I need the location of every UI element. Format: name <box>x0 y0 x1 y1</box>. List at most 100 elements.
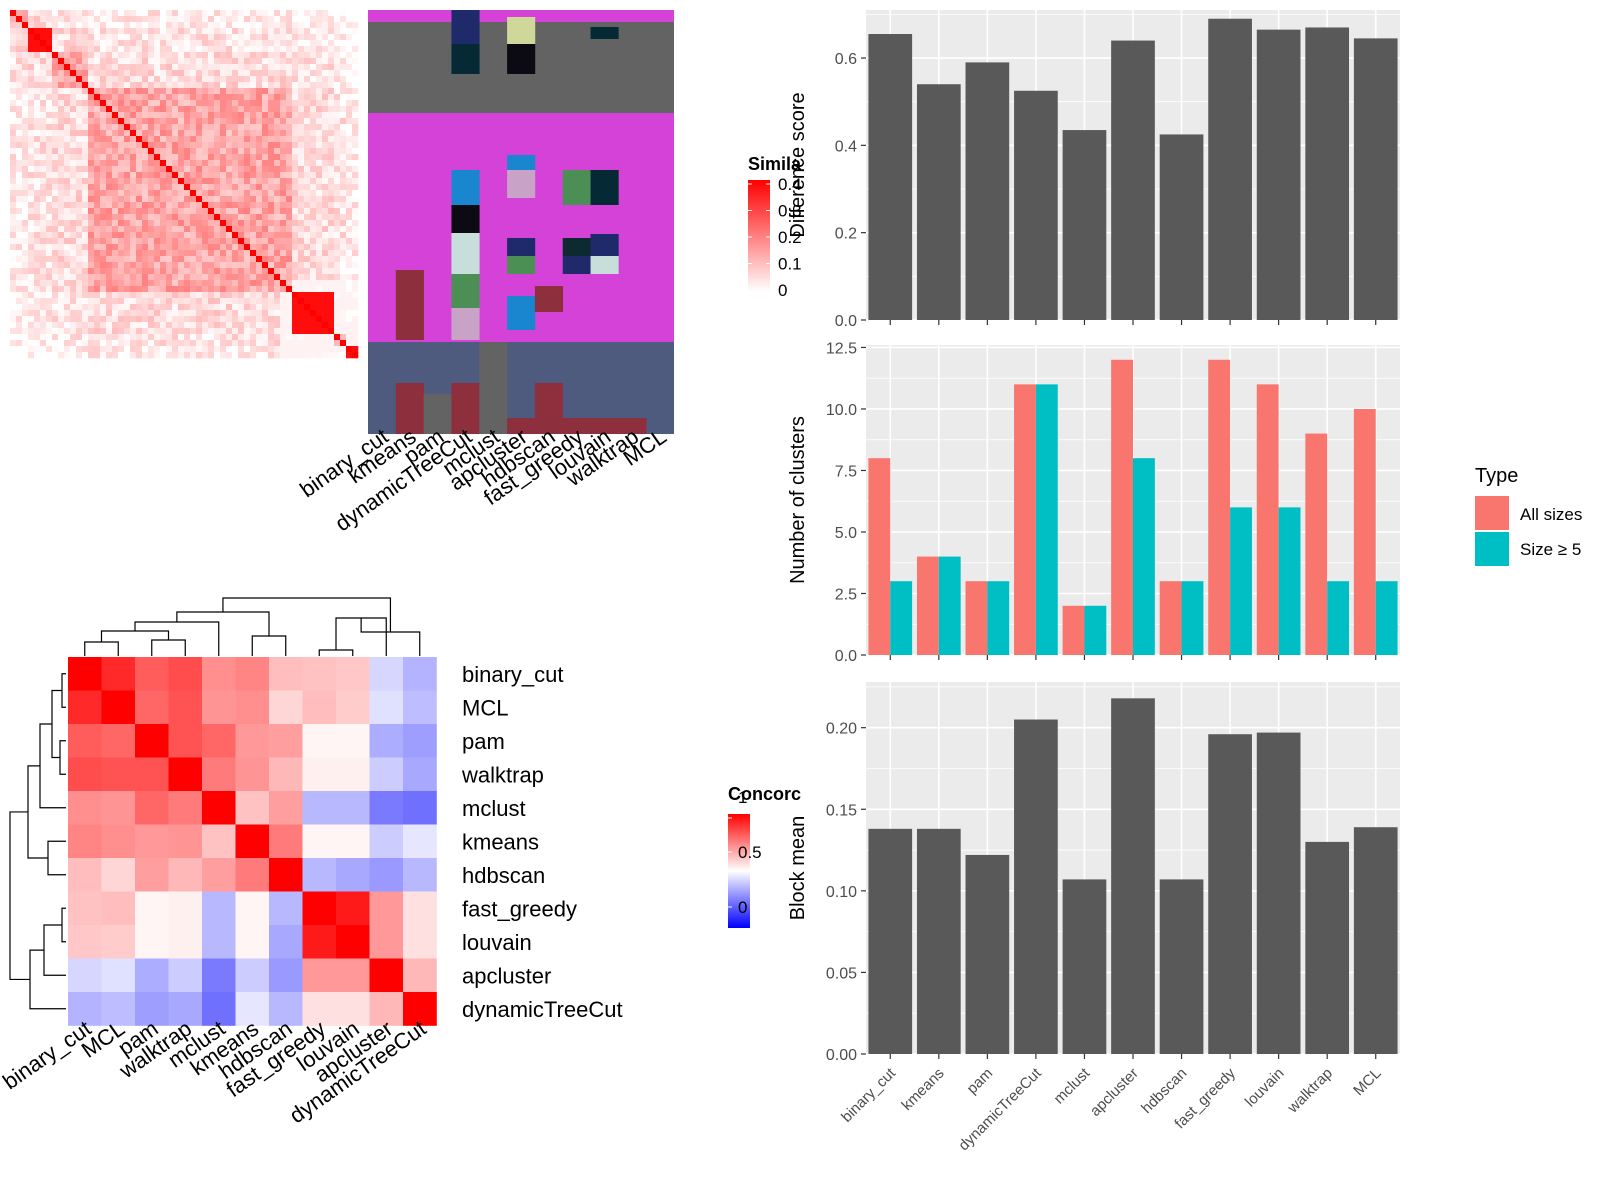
similarity-cell <box>52 328 59 335</box>
similarity-cell <box>34 274 41 281</box>
similarity-cell <box>40 40 47 47</box>
similarity-cell <box>304 208 311 215</box>
similarity-cell <box>94 244 101 251</box>
similarity-cell <box>106 334 113 341</box>
similarity-cell <box>226 142 233 149</box>
similarity-cell <box>16 274 23 281</box>
membership-cell <box>562 170 591 205</box>
similarity-cell <box>268 280 275 287</box>
similarity-cell <box>226 286 233 293</box>
similarity-cell <box>136 340 143 347</box>
similarity-cell <box>40 130 47 137</box>
similarity-cell <box>352 226 359 233</box>
similarity-cell <box>262 64 269 71</box>
similarity-cell <box>22 274 29 281</box>
similarity-cell <box>268 226 275 233</box>
similarity-cell <box>16 46 23 53</box>
similarity-cell <box>232 64 239 71</box>
similarity-cell <box>58 130 65 137</box>
similarity-cell <box>226 196 233 203</box>
similarity-cell <box>190 154 197 161</box>
similarity-cell <box>154 106 161 113</box>
similarity-cell <box>118 238 125 245</box>
similarity-cell <box>328 304 335 311</box>
similarity-cell <box>88 130 95 137</box>
similarity-cell <box>88 208 95 215</box>
similarity-cell <box>172 70 179 77</box>
similarity-cell <box>46 166 53 173</box>
similarity-cell <box>280 316 287 323</box>
similarity-cell <box>352 328 359 335</box>
similarity-cell <box>256 196 263 203</box>
similarity-cell <box>166 262 173 269</box>
similarity-cell <box>106 70 113 77</box>
similarity-cell <box>262 334 269 341</box>
similarity-cell <box>310 316 317 323</box>
similarity-cell <box>280 286 287 293</box>
similarity-cell <box>244 112 251 119</box>
similarity-cell <box>124 196 131 203</box>
similarity-cell <box>214 16 221 23</box>
similarity-cell <box>106 136 113 143</box>
similarity-cell <box>274 124 281 131</box>
similarity-cell <box>70 82 77 89</box>
similarity-cell <box>214 196 221 203</box>
similarity-cell <box>58 262 65 269</box>
similarity-cell <box>250 322 257 329</box>
similarity-cell <box>310 16 317 23</box>
similarity-cell <box>10 286 17 293</box>
similarity-cell <box>106 100 113 107</box>
similarity-cell <box>136 166 143 173</box>
similarity-cell <box>46 322 53 329</box>
similarity-cell <box>154 142 161 149</box>
similarity-cell <box>250 232 257 239</box>
similarity-cell <box>268 184 275 191</box>
similarity-cell <box>274 112 281 119</box>
similarity-cell <box>22 28 29 35</box>
concordance-row-label-dynamictreecut: dynamicTreeCut <box>462 997 623 1022</box>
similarity-cell <box>178 202 185 209</box>
similarity-cell <box>16 142 23 149</box>
similarity-cell <box>274 184 281 191</box>
similarity-cell <box>286 208 293 215</box>
similarity-cell <box>346 328 353 335</box>
similarity-cell <box>58 232 65 239</box>
similarity-cell <box>172 40 179 47</box>
similarity-cell <box>232 10 239 17</box>
similarity-cell <box>142 202 149 209</box>
similarity-cell <box>226 250 233 257</box>
similarity-cell <box>304 244 311 251</box>
similarity-cell <box>40 16 47 23</box>
similarity-cell <box>322 94 329 101</box>
similarity-cell <box>184 166 191 173</box>
similarity-cell <box>346 160 353 167</box>
similarity-cell <box>130 82 137 89</box>
similarity-cell <box>298 172 305 179</box>
similarity-cell <box>160 256 167 263</box>
similarity-cell <box>328 10 335 17</box>
similarity-cell <box>202 10 209 17</box>
similarity-cell <box>160 22 167 29</box>
similarity-cell <box>322 250 329 257</box>
similarity-cell <box>40 76 47 83</box>
similarity-cell <box>112 124 119 131</box>
similarity-cell <box>298 10 305 17</box>
similarity-cell <box>214 226 221 233</box>
similarity-cell <box>124 190 131 197</box>
similarity-cell <box>244 82 251 89</box>
similarity-cell <box>46 244 53 251</box>
similarity-cell <box>196 166 203 173</box>
similarity-cell <box>250 34 257 41</box>
similarity-cell <box>172 52 179 59</box>
similarity-cell <box>286 262 293 269</box>
similarity-cell <box>136 298 143 305</box>
similarity-cell <box>34 34 41 41</box>
similarity-cell <box>46 334 53 341</box>
similarity-cell <box>124 100 131 107</box>
y-tick-label: 0.4 <box>835 138 857 155</box>
similarity-cell <box>352 28 359 35</box>
similarity-cell <box>232 28 239 35</box>
similarity-cell <box>208 328 215 335</box>
similarity-cell <box>28 238 35 245</box>
